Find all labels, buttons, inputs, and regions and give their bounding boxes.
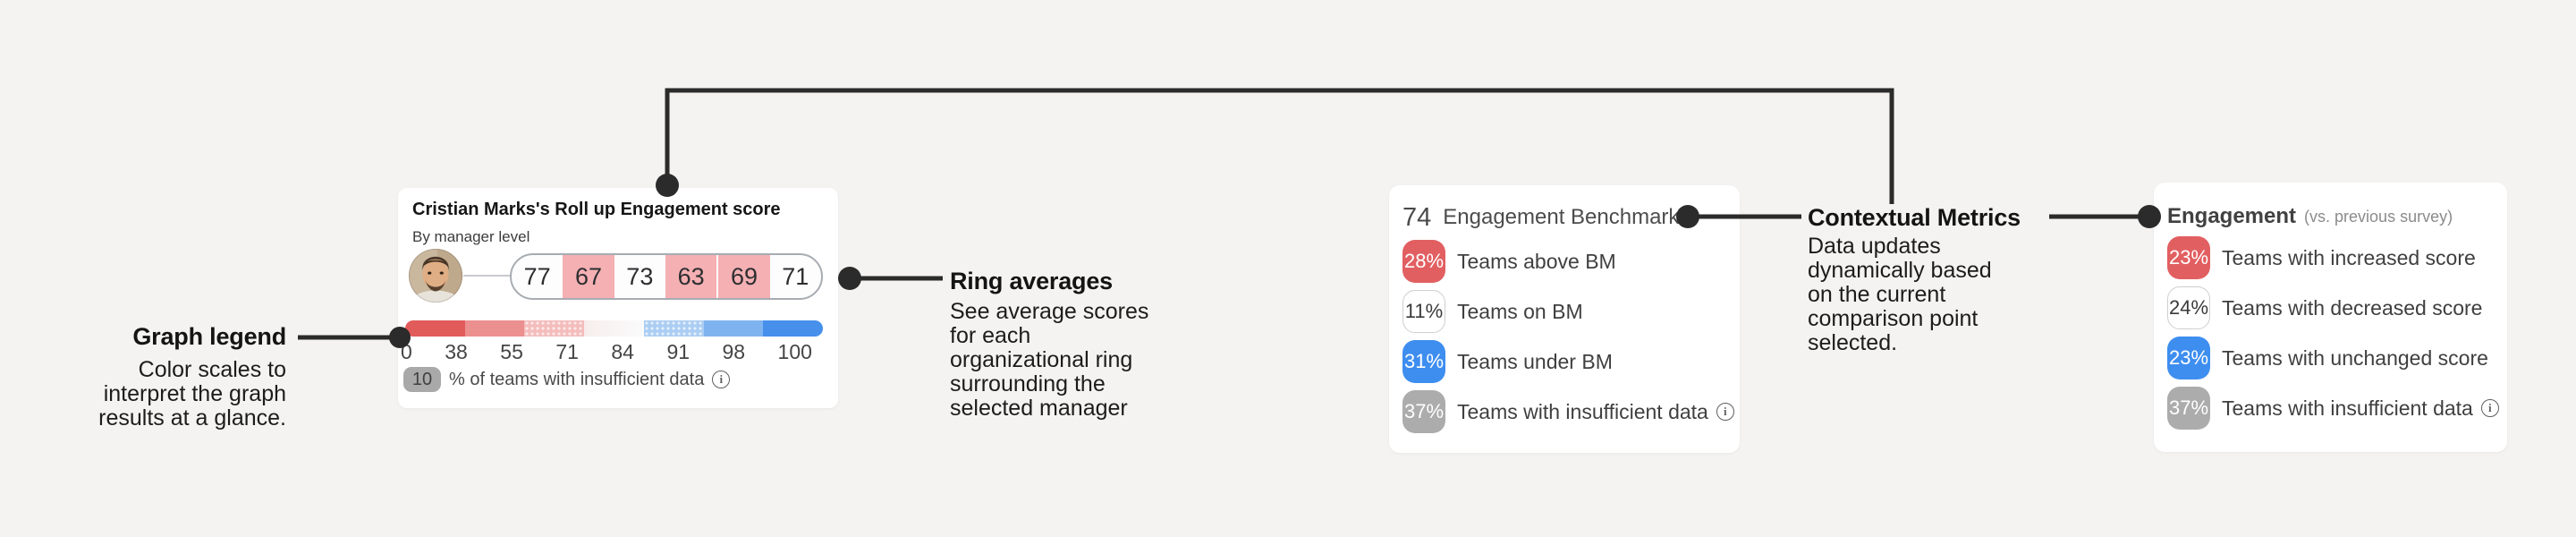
metric-label: Teams with decreased score (2222, 295, 2483, 320)
comparison-metrics-card: Engagement (vs. previous survey) 23% Tea… (2154, 183, 2507, 452)
ring-average-cell: 69 (716, 255, 770, 298)
benchmark-metrics-card: 74 Engagement Benchmark 28% Teams above … (1389, 185, 1740, 453)
metric-row: 31% Teams under BM (1402, 340, 1613, 383)
scale-tick: 91 (666, 340, 691, 363)
metric-label: Teams on BM (1457, 299, 1583, 323)
scale-segment (464, 320, 525, 337)
insufficient-data-badge: 10 (403, 367, 441, 392)
rollup-score-card: Cristian Marks's Roll up Engagement scor… (398, 188, 838, 408)
metric-badge: 31% (1402, 340, 1445, 383)
scale-tick-labels: 0 38 55 71 84 91 98 100 (401, 340, 812, 364)
info-icon[interactable] (1716, 403, 1734, 421)
scale-tick: 71 (555, 340, 579, 363)
scale-segment (524, 320, 585, 337)
note-line: selected. (1808, 330, 1898, 355)
note-line: Data updates (1808, 234, 1941, 259)
scale-tick: 98 (722, 340, 746, 363)
metric-badge: 28% (1402, 240, 1445, 283)
metric-badge: 37% (1402, 390, 1445, 433)
note-line: organizational ring (950, 347, 1133, 372)
metric-row: 11% Teams on BM (1402, 290, 1583, 333)
note-line: comparison point (1808, 306, 1979, 331)
comparison-header: Engagement (vs. previous survey) (2167, 202, 2453, 231)
metric-badge: 24% (2167, 286, 2210, 329)
avatar-to-rings-line (463, 275, 510, 277)
metric-badge: 23% (2167, 236, 2210, 279)
note-contextual-metrics-title: Contextual Metrics (1808, 204, 2021, 231)
comparison-subtitle: (vs. previous survey) (2304, 207, 2453, 226)
metric-badge: 11% (1402, 290, 1445, 333)
ring-average-cell: 77 (523, 262, 551, 290)
benchmark-header: 74 Engagement Benchmark (1402, 202, 1679, 233)
scale-tick: 0 (401, 340, 412, 363)
ring-average-cell: 63 (665, 255, 717, 298)
metric-row: 37% Teams with insufficient data (1402, 390, 1734, 433)
note-graph-legend: Graph legend Color scales to interpret t… (36, 323, 286, 430)
info-icon[interactable] (712, 371, 731, 388)
ring-average-cell: 71 (782, 262, 809, 290)
note-line: for each (950, 323, 1031, 348)
rollup-card-title: Cristian Marks's Roll up Engagement scor… (412, 200, 781, 219)
metric-label: Teams with unchanged score (2222, 345, 2488, 370)
scale-segment (763, 320, 823, 337)
metric-label: Teams with increased score (2222, 245, 2476, 269)
note-contextual-metrics: Contextual Metrics Data updates dynamica… (1808, 204, 2067, 355)
color-scale-bar (405, 320, 823, 337)
manager-avatar-image (408, 248, 463, 303)
metric-badge: 23% (2167, 337, 2210, 379)
scale-segment (703, 320, 764, 337)
insufficient-data-row: 10 % of teams with insufficient data (403, 367, 731, 392)
metric-row: 23% Teams with unchanged score (2167, 337, 2488, 379)
scale-tick: 100 (777, 340, 812, 363)
metric-label: Teams under BM (1457, 349, 1613, 373)
note-graph-legend-title: Graph legend (132, 323, 286, 350)
rollup-card-subtitle: By manager level (412, 228, 530, 245)
note-line: selected manager (950, 396, 1128, 421)
note-ring-averages-title: Ring averages (950, 268, 1113, 294)
metric-label: Teams with insufficient data (2222, 396, 2473, 420)
ring-average-cell: 73 (626, 262, 654, 290)
metric-badge: 37% (2167, 387, 2210, 430)
note-line: Color scales to (138, 357, 286, 382)
info-icon[interactable] (2480, 399, 2499, 417)
insufficient-data-label: % of teams with insufficient data (449, 369, 705, 389)
scale-segment (405, 320, 465, 337)
note-line: surrounding the (950, 371, 1106, 396)
metric-row: 37% Teams with insufficient data (2167, 387, 2499, 430)
metric-label: Teams with insufficient data (1457, 399, 1708, 423)
scale-tick: 84 (611, 340, 634, 363)
note-line: dynamically based (1808, 258, 1992, 283)
note-line: on the current (1808, 282, 1946, 307)
connector-dot-ring-averages (838, 267, 861, 290)
comparison-title: Engagement (2167, 204, 2297, 228)
metric-label: Teams above BM (1457, 249, 1616, 273)
note-line: See average scores (950, 299, 1149, 324)
metric-row: 24% Teams with decreased score (2167, 286, 2482, 329)
note-ring-averages: Ring averages See average scores for eac… (950, 268, 1245, 421)
metric-row: 28% Teams above BM (1402, 240, 1616, 283)
manager-avatar (408, 248, 463, 303)
scale-tick: 55 (500, 340, 523, 363)
benchmark-title: Engagement Benchmark (1443, 205, 1680, 229)
ring-average-cell: 67 (563, 255, 614, 298)
scale-tick: 38 (445, 340, 468, 363)
metric-row: 23% Teams with increased score (2167, 236, 2476, 279)
scale-segment (643, 320, 704, 337)
benchmark-score: 74 (1402, 202, 1432, 232)
scale-segment (584, 320, 644, 337)
ring-averages-pill: 77 67 73 63 69 71 (510, 253, 823, 300)
note-line: interpret the graph (103, 381, 286, 406)
note-line: results at a glance. (98, 405, 286, 430)
